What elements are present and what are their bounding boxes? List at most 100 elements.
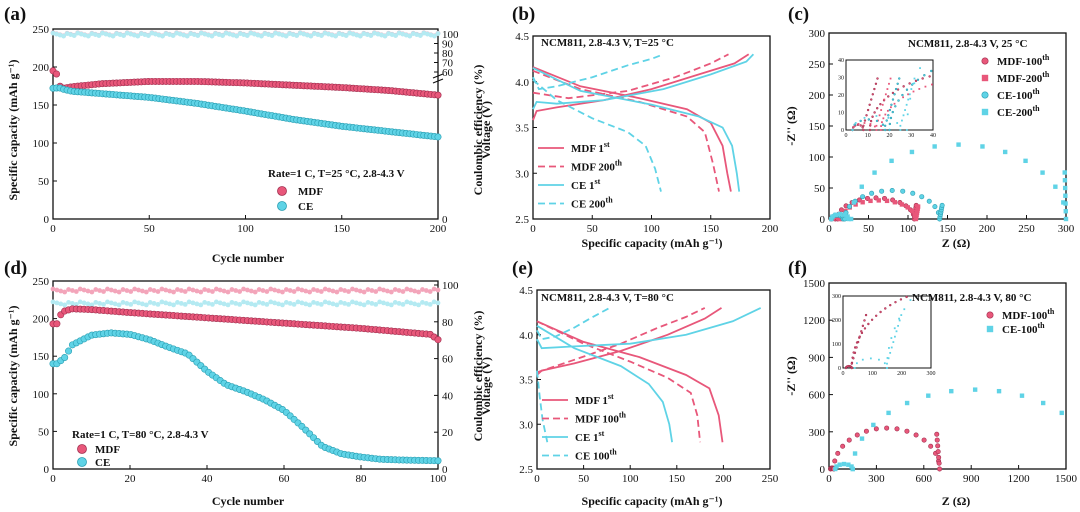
ce-point-ce-a [121, 33, 127, 38]
inset-point-mdf-200th-c [879, 129, 882, 131]
inset-point-ce-100th-c [898, 77, 901, 80]
inset-point-mdf-100th-c [871, 93, 874, 96]
data-point-mdf-100th-c [838, 207, 844, 213]
ce-point-ce-d [264, 302, 270, 307]
ce-point-ce-d [291, 302, 297, 307]
inset-point-mdf-100th-c [896, 88, 900, 91]
data-point-ce-100th-f [859, 436, 865, 441]
ce-point-ce-d [369, 301, 375, 306]
ce-point-mdf-d [334, 289, 340, 295]
ce-point-mdf-d [295, 286, 301, 292]
y-axis-label-a: Specific capacity (mAh g⁻¹) [6, 60, 20, 201]
inset-point-ce-100th-c [888, 108, 892, 112]
y2-axis-label-a: Coulombic efficiency (%) [471, 65, 485, 196]
data-point-ce-200th-c [848, 216, 854, 222]
inset-y-tick-label-c: 20 [838, 93, 844, 99]
ce-point-ce-a [71, 33, 77, 38]
inset-point-ce-100th-c [905, 88, 909, 91]
data-point-mdf-a [53, 70, 61, 78]
panel-f: (f) 0 300 600 900 1200 1500 0 300 600 900 1200 1500… [784, 258, 1078, 508]
panel-a: (a) 0 50 100 150 200050100150200250607080901… [4, 4, 485, 265]
data-point-ce-200th-c [1063, 193, 1068, 198]
x-tick-label-d: 100 [430, 473, 447, 485]
inset-point-ce-100th-c [853, 123, 856, 126]
inset-y-tick-label-f: 0 [838, 366, 841, 372]
inset-point-ce-100th-c [916, 78, 920, 82]
data-point-ce-100th-f [1019, 393, 1025, 398]
data-point-ce-100th-f [1059, 410, 1064, 416]
data-point-ce-200th-c [829, 216, 834, 222]
data-point-ce-100th-f [871, 422, 876, 428]
data-point-ce-100th-f [833, 466, 838, 472]
x-tick-label-b: 50 [587, 223, 599, 235]
legend-d: MDF CE [77, 444, 120, 469]
data-point-mdf-100th-f [840, 443, 846, 449]
inset-point-ce-100th-f [893, 327, 896, 330]
ce-point-ce-a [135, 33, 141, 39]
ce-point-ce-a [85, 33, 91, 39]
ce-point-mdf-d [108, 287, 114, 293]
panel-label-e: (e) [512, 258, 533, 279]
curve-mdf-200th-discharge-b [532, 69, 720, 192]
x-tick-label-e: 200 [715, 473, 732, 485]
y-tick-label-f: 300 [809, 427, 826, 439]
ce-point-mdf-d [112, 288, 118, 294]
ce-point-mdf-d [268, 286, 274, 292]
data-point-ce-200th-c [837, 211, 843, 217]
x-tick-label-e: 100 [622, 473, 639, 485]
x-tick-label-c: 300 [1058, 223, 1075, 235]
data-point-ce-200th-c [872, 170, 877, 175]
inset-point-ce-100th-c [889, 116, 893, 120]
x-tick-label-c: 200 [979, 223, 996, 235]
data-point-mdf-100th-f [894, 426, 900, 432]
ce-point-ce-d [353, 300, 359, 306]
y-tick-label-d: 150 [33, 351, 50, 363]
legend-b: MDF 1st MDF 200th CE 1st CE 200th [538, 140, 623, 211]
inset-point-ce-100th-f [892, 341, 895, 343]
data-point-ce-200th-c [1023, 158, 1028, 164]
ce-point-ce-d [93, 300, 99, 305]
data-point-mdf-200th-c [915, 204, 921, 209]
inset-point-ce-200th-c [854, 122, 857, 124]
data-point-mdf-100th-f [884, 425, 890, 431]
inset-point-mdf-200th-c [857, 123, 860, 125]
inset-point-mdf-200th-c [931, 83, 933, 86]
ce-point-ce-d [400, 302, 406, 307]
ce-point-mdf-d [143, 289, 149, 295]
ce-point-ce-d [155, 302, 161, 307]
data-point-ce-200th-c [851, 200, 857, 205]
x-tick-label-c: 100 [900, 223, 917, 235]
inset-point-mdf-100th-c [873, 87, 876, 91]
panel-label-b: (b) [512, 4, 535, 25]
ce-point-ce-d [385, 301, 390, 307]
y-tick-label-c: 250 [809, 59, 826, 71]
inset-x-tick-label-f: 0 [842, 371, 845, 377]
ce-point-ce-d [85, 301, 91, 307]
inset-point-ce-100th-f [900, 314, 903, 316]
y-tick-label-b: 3.0 [515, 168, 529, 180]
inset-point-ce-100th-f [903, 308, 906, 311]
ce-point-ce-d [272, 300, 278, 306]
data-point-mdf-100th-f [937, 466, 943, 472]
inset-point-ce-100th-f [909, 299, 912, 301]
y-tick-label-b: 3.5 [515, 123, 529, 135]
ce-point-mdf-d [159, 286, 165, 292]
data-point-ce-100th-f [926, 393, 931, 398]
inset-point-ce-200th-c [875, 115, 878, 117]
inset-point-ce-100th-f [869, 357, 872, 360]
ce-point-ce-d [346, 302, 351, 307]
y-tick-label-c: 200 [809, 90, 826, 102]
inset-point-ce-200th-c [887, 116, 890, 119]
ce-point-mdf-d [50, 286, 56, 292]
y-tick-label-b: 2.5 [515, 214, 529, 226]
curve-ce-1st-discharge-e [536, 325, 673, 443]
legend-marker-c [981, 74, 989, 82]
ce-point-ce-d [54, 300, 60, 306]
panel-label-d: (d) [4, 258, 27, 279]
inset-point-mdf-100th-f [870, 318, 874, 321]
inset-point-mdf-100th-f [863, 319, 866, 322]
inset-y-tick-label-c: 30 [838, 76, 844, 82]
inset-point-ce-100th-f [886, 367, 888, 369]
panel-label-a: (a) [4, 4, 26, 25]
inset-point-mdf-100th-c [865, 114, 868, 117]
